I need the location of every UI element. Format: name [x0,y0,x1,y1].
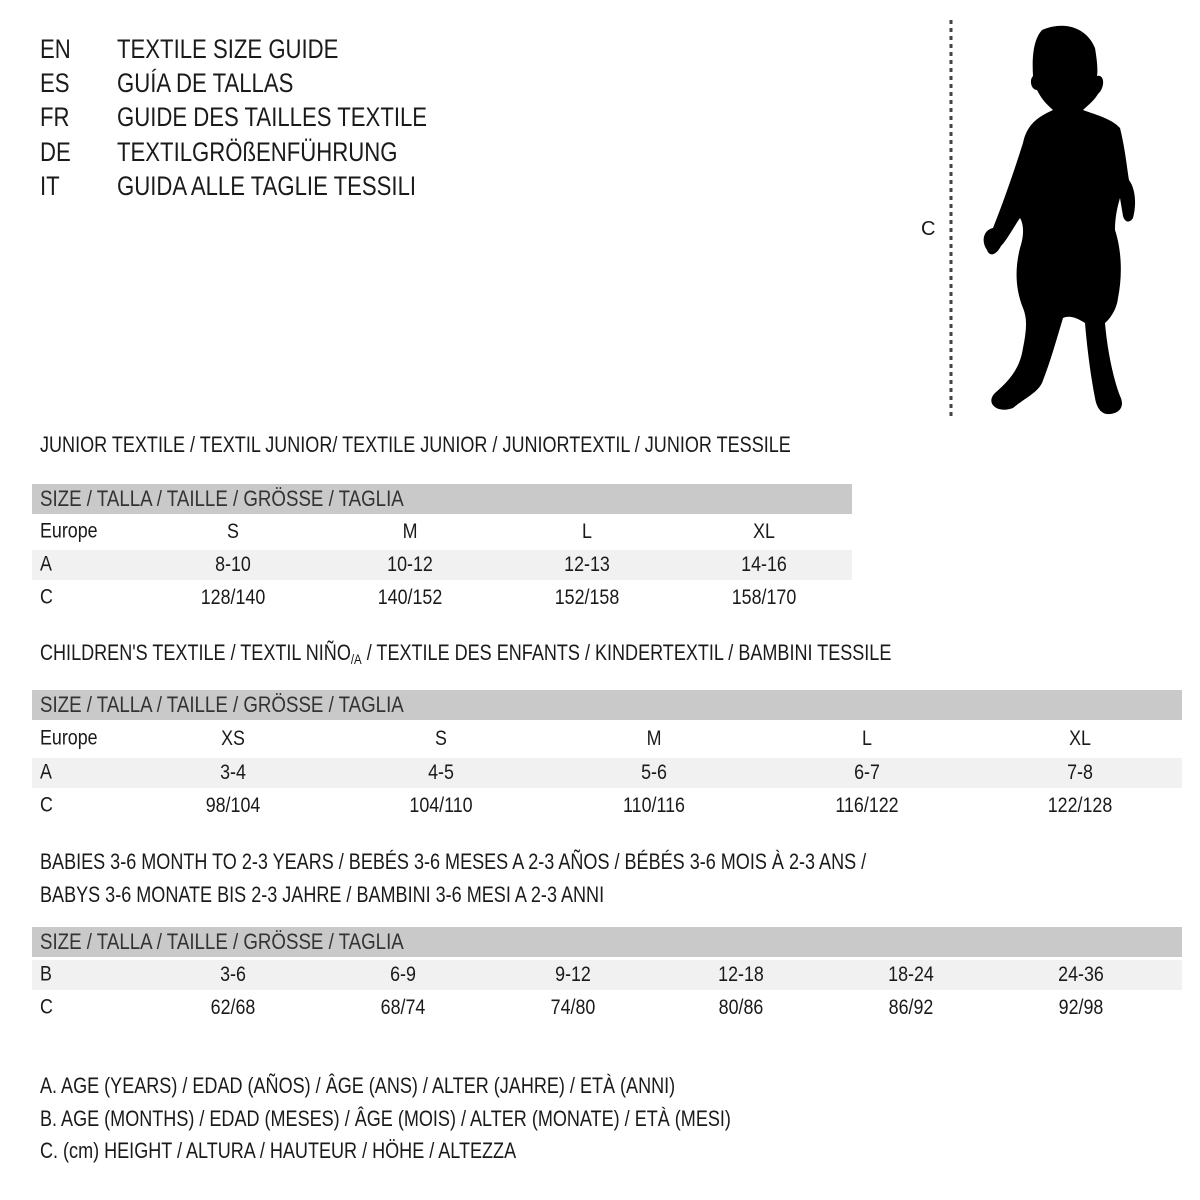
legend-c: C. (cm) HEIGHT / ALTURA / HAUTEUR / HÖHE… [40,1138,517,1163]
table-cell: XL [753,520,775,543]
table-cell: 92/98 [1058,996,1104,1019]
babies-textile-heading-line2: BABYS 3-6 MONATE BIS 2-3 JAHRE / BAMBINI… [40,882,605,907]
table-row: A 3-4 4-5 5-6 6-7 7-8 [32,758,1182,788]
junior-textile-heading: JUNIOR TEXTILE / TEXTIL JUNIOR/ TEXTILE … [40,432,791,457]
row-label: B [40,962,52,986]
lang-code: DE [40,137,71,167]
row-label: Europe [40,519,98,543]
lang-code: IT [40,171,60,201]
lang-title: GUÍA DE TALLAS [117,68,294,98]
table-cell: 116/122 [835,794,899,817]
table-cell: 7-8 [1067,761,1093,784]
table-cell: 18-24 [888,963,934,986]
row-label: A [40,552,52,576]
legend-b: B. AGE (MONTHS) / EDAD (MESES) / ÂGE (MO… [40,1106,731,1131]
table-cell: 9-12 [555,963,591,986]
table-cell: 128/140 [200,586,266,609]
row-label: A [40,760,52,784]
table-cell: 5-6 [641,761,667,784]
table-cell: 110/116 [623,794,685,817]
lang-code: ES [40,68,70,98]
child-silhouette-icon [949,20,1136,416]
table-row: Europe S M L XL [32,516,852,548]
table-cell: S [435,727,447,750]
children-textile-heading: CHILDREN'S TEXTILE / TEXTIL NIÑO/A / TEX… [40,640,891,667]
child-silhouette-shape [983,25,1136,415]
lang-code: FR [40,102,70,132]
table-header-label: SIZE / TALLA / TAILLE / GRÖSSE / TAGLIA [40,929,404,954]
table-cell: 68/74 [380,996,426,1019]
table-cell: 104/110 [409,794,473,817]
table-cell: L [862,727,872,750]
table-cell: 8-10 [215,553,251,576]
table-cell: 6-7 [854,761,880,784]
table-row: A 8-10 10-12 12-13 14-16 [32,550,852,580]
table-cell: 3-4 [220,761,246,784]
row-label: C [40,793,53,817]
table-header-label: SIZE / TALLA / TAILLE / GRÖSSE / TAGLIA [40,486,404,511]
table-cell: M [646,727,662,750]
table-header-row: SIZE / TALLA / TAILLE / GRÖSSE / TAGLIA [32,927,1182,957]
table-header-row: SIZE / TALLA / TAILLE / GRÖSSE / TAGLIA [32,690,1182,720]
lang-title: TEXTILE SIZE GUIDE [117,34,339,64]
heading-subscript: /A [350,651,362,667]
table-row: C 62/68 68/74 74/80 80/86 86/92 92/98 [32,992,1182,1024]
table-cell: 4-5 [428,761,454,784]
legend-a: A. AGE (YEARS) / EDAD (AÑOS) / ÂGE (ANS)… [40,1073,676,1098]
table-cell: 140/152 [377,586,443,609]
lang-title: GUIDA ALLE TAGLIE TESSILI [117,171,417,201]
table-cell: XS [221,727,245,750]
lang-title: GUIDE DES TAILLES TEXTILE [117,102,428,132]
table-cell: 12-18 [718,963,764,986]
table-cell: 98/104 [205,794,261,817]
table-row: Europe XS S M L XL [32,722,1182,756]
table-header-label: SIZE / TALLA / TAILLE / GRÖSSE / TAGLIA [40,692,404,717]
lang-code: EN [40,34,71,64]
table-cell: 12-13 [564,553,610,576]
row-label: C [40,585,53,609]
table-row: C 128/140 140/152 152/158 158/170 [32,582,852,614]
table-cell: 152/158 [554,586,620,609]
table-cell: S [227,520,239,543]
table-cell: 10-12 [387,553,433,576]
table-cell: 3-6 [220,963,246,986]
lang-title: TEXTILGRÖßENFÜHRUNG [117,137,398,167]
heading-part: CHILDREN'S TEXTILE / TEXTIL NIÑO [40,640,351,665]
table-cell: 24-36 [1058,963,1104,986]
table-cell: L [582,520,592,543]
table-header-row: SIZE / TALLA / TAILLE / GRÖSSE / TAGLIA [32,484,852,514]
table-cell: 80/86 [718,996,764,1019]
babies-textile-heading: BABIES 3-6 MONTH TO 2-3 YEARS / BEBÉS 3-… [40,849,867,874]
table-cell: 74/80 [550,996,596,1019]
table-row: C 98/104 104/110 110/116 116/122 122/128 [32,790,1182,822]
table-cell: 14-16 [741,553,787,576]
table-cell: 122/128 [1047,794,1113,817]
height-measure-label: C [921,218,936,240]
row-label: C [40,995,53,1019]
table-cell: XL [1069,727,1091,750]
table-cell: 158/170 [731,586,797,609]
table-row: B 3-6 6-9 9-12 12-18 18-24 24-36 [32,960,1182,990]
table-cell: M [402,520,418,543]
row-label: Europe [40,726,98,750]
table-cell: 86/92 [888,996,934,1019]
table-cell: 6-9 [390,963,416,986]
heading-part: / TEXTILE DES ENFANTS / KINDERTEXTIL / B… [361,640,892,665]
table-cell: 62/68 [210,996,256,1019]
